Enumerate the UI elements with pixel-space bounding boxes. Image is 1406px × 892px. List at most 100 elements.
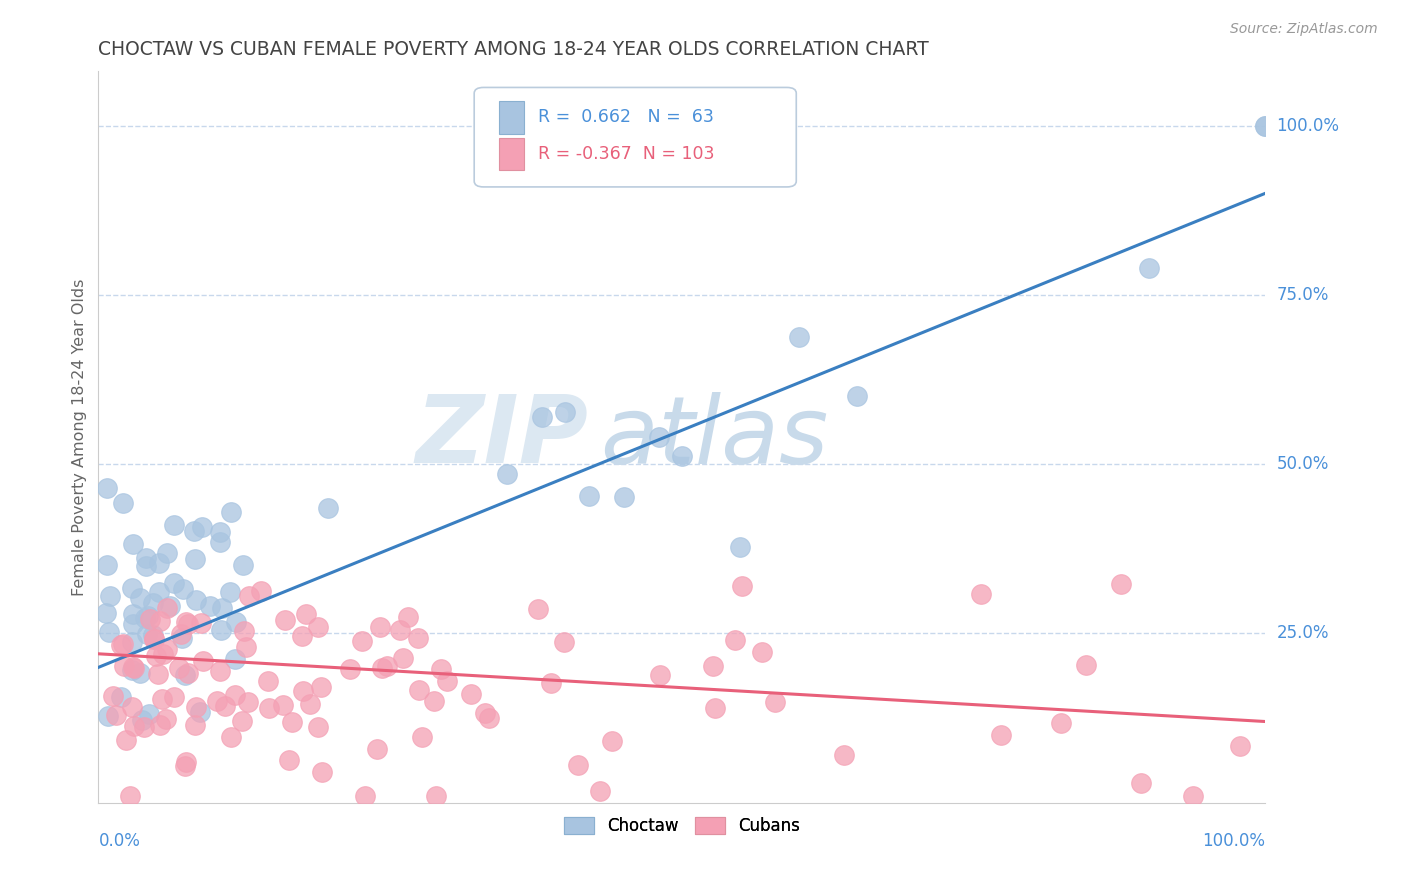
Point [787, 329, 810, 343]
Point [307, 620, 329, 634]
Point [406, 631, 429, 645]
Point [105, 707, 128, 722]
Point [567, 757, 589, 772]
Point [163, 517, 186, 532]
Point [156, 601, 179, 615]
Point [650, 668, 672, 682]
Point [280, 715, 302, 730]
Point [224, 689, 246, 703]
Legend: Choctaw, Cubans: Choctaw, Cubans [557, 811, 807, 842]
Point [172, 582, 194, 597]
Point [176, 755, 198, 769]
Point [238, 695, 260, 709]
Point [96, 558, 118, 573]
Point [207, 694, 229, 708]
Point [436, 674, 458, 689]
Point [209, 535, 232, 549]
Point [97, 709, 120, 723]
Point [298, 698, 321, 712]
Text: 100.0%: 100.0% [1277, 117, 1340, 135]
Point [540, 676, 562, 690]
Point [145, 649, 167, 664]
Point [411, 731, 433, 745]
Point [292, 683, 315, 698]
Point [1137, 261, 1160, 276]
Point [366, 742, 388, 756]
Point [183, 552, 205, 566]
Point [121, 581, 143, 595]
Point [311, 681, 333, 695]
Point [112, 659, 135, 673]
Point [143, 632, 166, 647]
Point [198, 599, 221, 613]
Point [1254, 119, 1277, 133]
Point [392, 651, 415, 665]
Point [156, 641, 179, 656]
Point [94, 606, 117, 620]
Point [135, 559, 157, 574]
Point [1229, 739, 1251, 753]
Point [219, 730, 242, 744]
Point [142, 596, 165, 610]
Point [122, 659, 145, 673]
Text: 75.0%: 75.0% [1277, 285, 1329, 304]
Point [169, 661, 191, 675]
Point [96, 481, 118, 495]
Text: CHOCTAW VS CUBAN FEMALE POVERTY AMONG 18-24 YEAR OLDS CORRELATION CHART: CHOCTAW VS CUBAN FEMALE POVERTY AMONG 18… [98, 39, 929, 59]
Point [370, 620, 392, 634]
Point [408, 683, 430, 698]
Point [751, 645, 773, 659]
Text: 25.0%: 25.0% [1277, 624, 1329, 642]
Point [118, 789, 141, 803]
Point [152, 647, 174, 661]
Point [98, 625, 121, 640]
Text: 0.0%: 0.0% [98, 832, 141, 850]
Point [188, 705, 211, 719]
Point [389, 624, 412, 638]
Point [354, 789, 377, 803]
Point [148, 584, 170, 599]
Text: atlas: atlas [600, 392, 828, 483]
Point [139, 612, 162, 626]
Point [371, 661, 394, 675]
Point [124, 719, 146, 733]
Point [172, 631, 194, 645]
Point [396, 610, 419, 624]
Point [111, 496, 134, 510]
Point [231, 714, 253, 729]
Point [148, 556, 170, 570]
Point [671, 449, 693, 463]
Point [129, 666, 152, 681]
Point [170, 627, 193, 641]
Point [311, 764, 333, 779]
Point [173, 667, 195, 681]
Point [143, 632, 166, 646]
Point [291, 629, 314, 643]
Point [155, 712, 177, 726]
Point [350, 634, 373, 648]
Text: R =  0.662   N =  63: R = 0.662 N = 63 [538, 109, 714, 127]
Point [613, 490, 636, 504]
Point [121, 663, 143, 677]
Point [163, 690, 186, 705]
Point [135, 550, 157, 565]
Point [173, 759, 195, 773]
Point [219, 505, 242, 519]
Point [224, 651, 246, 665]
Point [307, 720, 329, 734]
Point [730, 540, 752, 554]
FancyBboxPatch shape [499, 137, 524, 170]
Text: Source: ZipAtlas.com: Source: ZipAtlas.com [1230, 22, 1378, 37]
Point [589, 784, 612, 798]
Text: R = -0.367  N = 103: R = -0.367 N = 103 [538, 145, 714, 163]
Point [238, 589, 260, 603]
Point [278, 753, 301, 767]
Point [526, 601, 548, 615]
Point [122, 617, 145, 632]
Point [138, 707, 160, 722]
Point [128, 591, 150, 606]
Point [703, 700, 725, 714]
Point [834, 747, 856, 762]
Point [149, 717, 172, 731]
Point [111, 637, 134, 651]
